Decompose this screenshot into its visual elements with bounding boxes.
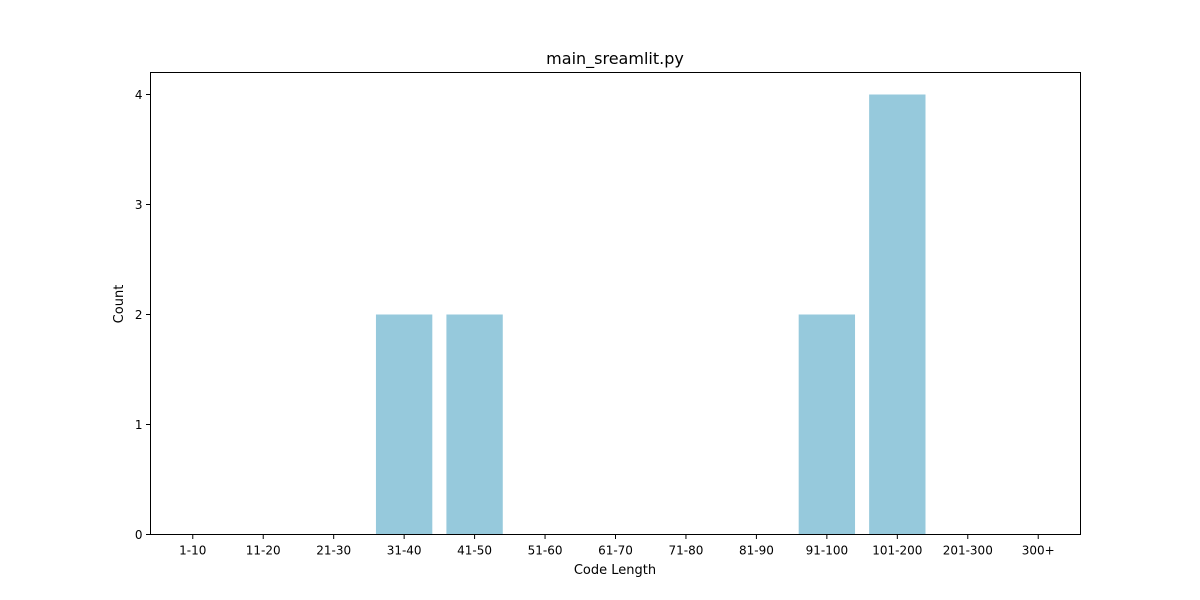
x-tick-label: 81-90: [739, 544, 774, 558]
x-tick-label: 201-300: [943, 544, 993, 558]
bar-31-40: [375, 314, 433, 535]
x-axis: 1-10 11-20 21-30 31-40 41-50 51-60 61-70 71-80 8…: [179, 534, 1055, 558]
y-tick-label: 1: [135, 418, 143, 432]
y-tick-label: 3: [135, 198, 143, 212]
bar-101-200: [869, 94, 926, 535]
x-tick-label: 91-100: [806, 544, 849, 558]
plot-frame: [150, 72, 1081, 535]
x-tick-label: 41-50: [457, 544, 492, 558]
y-axis: 0 1 2 3 4: [135, 88, 151, 542]
x-tick-label: 300+: [1022, 544, 1055, 558]
bars-layer: [375, 94, 926, 535]
x-tick-label: 31-40: [387, 544, 422, 558]
bar-91-100: [798, 314, 856, 535]
bar-41-50: [446, 314, 503, 535]
y-tick-label: 0: [135, 528, 143, 542]
y-tick-label: 4: [135, 88, 143, 102]
chart-title: main_sreamlit.py: [546, 49, 684, 69]
x-tick-label: 11-20: [246, 544, 281, 558]
x-tick-label: 101-200: [872, 544, 922, 558]
y-tick-label: 2: [135, 308, 143, 322]
x-tick-label: 71-80: [669, 544, 704, 558]
x-tick-label: 61-70: [598, 544, 633, 558]
x-axis-label: Code Length: [574, 563, 656, 578]
x-tick-label: 21-30: [316, 544, 351, 558]
x-tick-label: 1-10: [179, 544, 206, 558]
y-axis-label: Count: [112, 285, 127, 324]
x-tick-label: 51-60: [528, 544, 563, 558]
